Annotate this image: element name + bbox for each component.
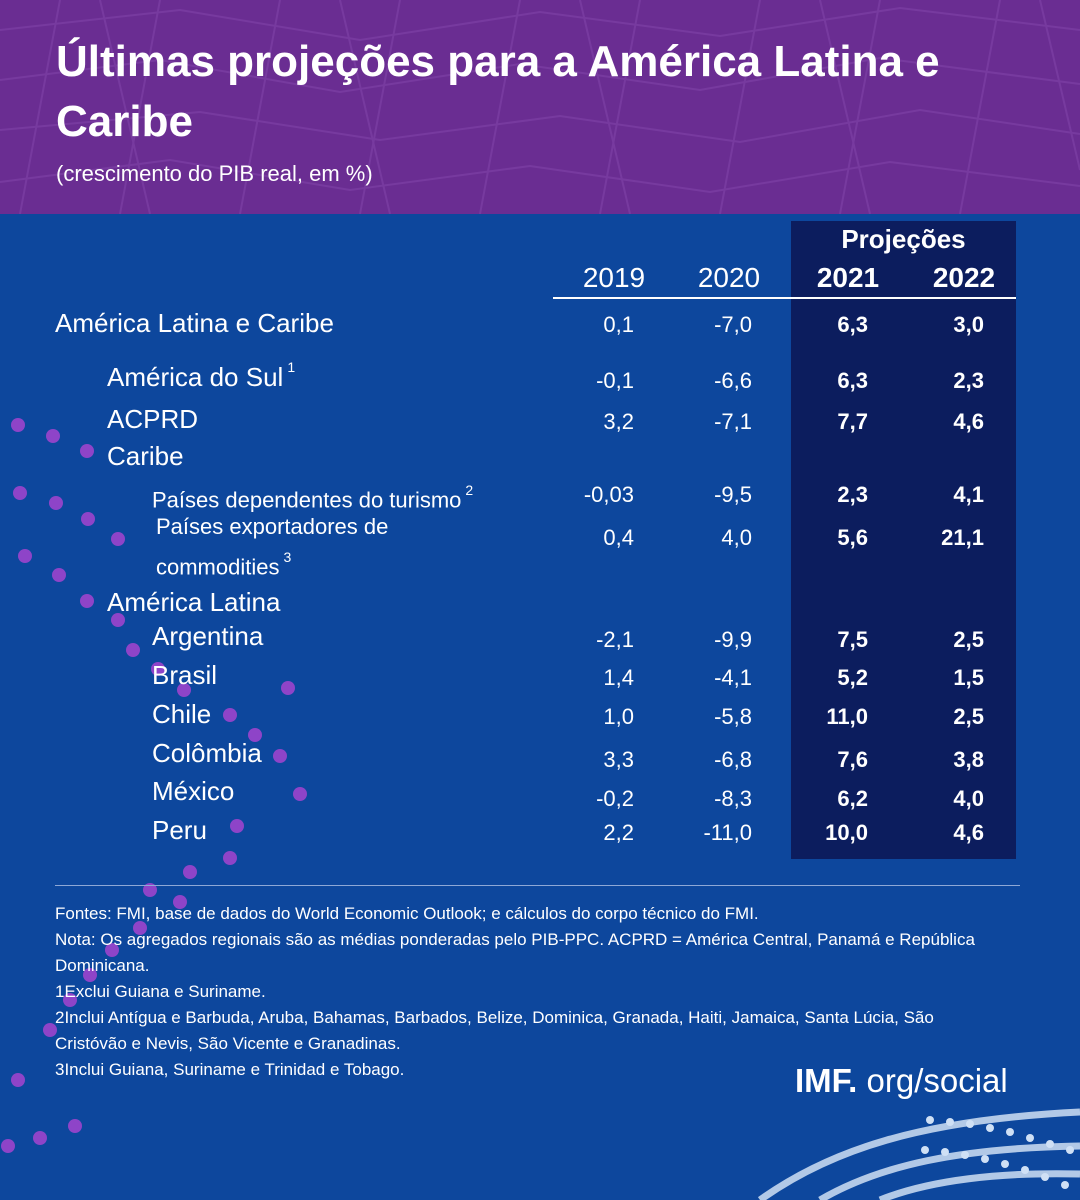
cell-2020: -6,6 [714, 368, 752, 393]
footnotes: Fontes: FMI, base de dados do World Econ… [55, 901, 1005, 1083]
cell-2022: 3,0 [953, 312, 984, 337]
cell-2022: 2,5 [953, 704, 984, 729]
column-header-2022: 2022 [932, 262, 996, 293]
cell-2022: 4,6 [953, 820, 984, 845]
row-label: Brasil [152, 660, 218, 690]
cell-2019: -2,1 [596, 627, 634, 652]
imf-logo-text: IMF. [795, 1062, 858, 1099]
column-header-2021: 2021 [816, 262, 880, 293]
header-banner: Últimas projeções para a América Latina … [0, 0, 1080, 214]
cell-2021: 10,0 [825, 820, 868, 845]
cell-2021: 7,5 [837, 627, 868, 652]
cell-2019: 0,1 [603, 312, 634, 337]
cell-2019: 1,4 [603, 665, 634, 690]
cell-2019: 3,2 [603, 409, 634, 434]
cell-2019: -0,2 [596, 786, 634, 811]
footnote-marker: 3 [283, 549, 292, 565]
row-label: Países dependentes do turismo 2 [152, 482, 474, 513]
row-label: América do Sul 1 [107, 359, 296, 392]
cell-2020: -5,8 [714, 704, 752, 729]
cell-2022: 3,8 [953, 747, 984, 772]
row-label: Argentina [152, 621, 264, 651]
footnote-marker: 1 [287, 359, 296, 376]
brand-suffix: org/social [857, 1062, 1008, 1099]
cell-2021: 6,3 [837, 312, 868, 337]
cell-2020: -9,5 [714, 482, 752, 507]
sources-note: Fontes: FMI, base de dados do World Econ… [55, 904, 759, 923]
footnote-marker: 2 [465, 482, 474, 498]
cell-2019: -0,1 [596, 368, 634, 393]
cell-2021: 6,2 [837, 786, 868, 811]
page-subtitle: (crescimento do PIB real, em %) [56, 161, 373, 186]
row-label: México [152, 776, 235, 806]
cell-2022: 2,3 [953, 368, 984, 393]
methodology-note: Nota: Os agregados regionais são as médi… [55, 930, 975, 975]
cell-2020: -11,0 [703, 820, 752, 845]
footnote-2: 2Inclui Antígua e Barbuda, Aruba, Bahama… [55, 1008, 934, 1053]
cell-2020: -4,1 [714, 665, 752, 690]
cell-2020: 4,0 [721, 525, 752, 550]
projection-highlight [791, 221, 1016, 859]
header-rule [553, 297, 1016, 299]
row-label: América Latina [107, 587, 281, 617]
imf-social-link[interactable]: IMF. org/social [795, 1062, 1008, 1100]
row-label: Peru [152, 815, 207, 845]
cell-2022: 2,5 [953, 627, 984, 652]
cell-2022: 4,6 [953, 409, 984, 434]
cell-2019: 0,4 [603, 525, 634, 550]
cell-2020: -7,1 [714, 409, 752, 434]
column-header-2020: 2020 [697, 262, 761, 293]
row-label: Caribe [107, 441, 184, 471]
footnote-3: 3Inclui Guiana, Suriname e Trinidad e To… [55, 1060, 405, 1079]
cell-2019: 2,2 [603, 820, 634, 845]
cell-2021: 5,2 [837, 665, 868, 690]
cell-2019: -0,03 [583, 482, 634, 507]
cell-2021: 2,3 [837, 482, 868, 507]
row-label: América Latina e Caribe [55, 308, 334, 338]
page-title: Últimas projeções para a América Latina … [56, 37, 940, 146]
column-group-label: Projeções [841, 224, 966, 254]
cell-2020: -9,9 [714, 627, 752, 652]
cell-2021: 11,0 [826, 704, 868, 729]
row-label: Colômbia [152, 738, 262, 768]
cell-2020: -7,0 [714, 312, 752, 337]
row-label: Chile [152, 699, 212, 729]
column-header-2019: 2019 [582, 262, 646, 293]
cell-2021: 7,7 [837, 409, 868, 434]
header-pattern [0, 0, 1080, 214]
cell-2022: 1,5 [953, 665, 984, 690]
footer-rule [55, 885, 1020, 886]
cell-2021: 5,6 [837, 525, 868, 550]
cell-2019: 3,3 [603, 747, 634, 772]
row-label: ACPRD [107, 404, 199, 434]
cell-2022: 4,0 [953, 786, 984, 811]
row-label: Países exportadores de commodities 3 [156, 514, 389, 580]
cell-2020: -6,8 [714, 747, 752, 772]
cell-2020: -8,3 [714, 786, 752, 811]
cell-2019: 1,0 [603, 704, 634, 729]
cell-2022: 21,1 [941, 525, 984, 550]
cell-2022: 4,1 [953, 482, 984, 507]
footnote-1: 1Exclui Guiana e Suriname. [55, 982, 266, 1001]
cell-2021: 7,6 [837, 747, 868, 772]
cell-2021: 6,3 [837, 368, 868, 393]
